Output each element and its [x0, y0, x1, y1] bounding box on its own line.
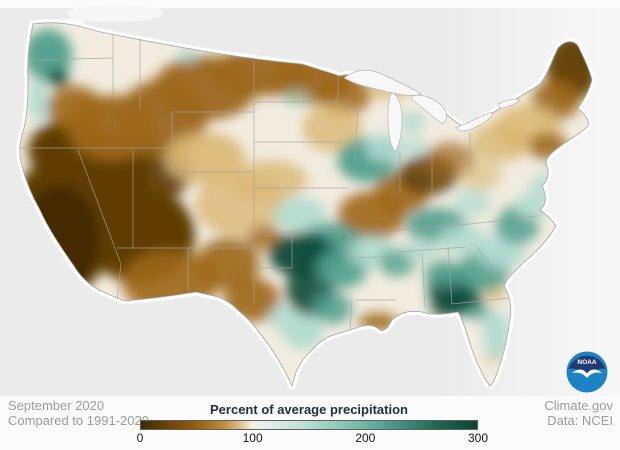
anomaly-blob	[424, 260, 464, 288]
anomaly-blob	[47, 69, 69, 87]
legend-ticks: 0 100 200 300	[136, 431, 488, 446]
state-borders	[20, 34, 539, 331]
anomaly-blob	[165, 132, 245, 184]
anomaly-blob	[402, 238, 438, 262]
anomaly-blob	[269, 304, 297, 332]
anomaly-blob	[28, 78, 48, 122]
great-lakes	[343, 69, 521, 153]
credit-line1: Climate.gov	[544, 398, 613, 413]
anomaly-blob	[437, 225, 487, 255]
anomaly-blob	[312, 292, 352, 324]
anomaly-blob	[483, 311, 511, 359]
legend-title: Percent of average precipitation	[210, 402, 408, 417]
legend-tick: 200	[355, 431, 376, 445]
lake-superior	[343, 69, 423, 96]
noaa-logo-shell	[568, 355, 606, 377]
anomaly-blob	[47, 86, 103, 130]
us-precipitation-map: NOAA	[0, 8, 620, 396]
anomaly-blob	[302, 104, 362, 152]
precipitation-anomaly-layer	[19, 29, 593, 365]
seagull-icon	[572, 369, 602, 378]
anomaly-blob	[470, 122, 530, 162]
anomaly-blob	[232, 160, 308, 200]
lake-erie	[455, 111, 493, 132]
period-line2: Compared to 1991-2020	[8, 413, 149, 428]
noaa-logo-text: NOAA	[577, 359, 596, 366]
lake-ontario	[497, 98, 521, 109]
anomaly-blob	[405, 137, 427, 155]
credit-caption: Climate.gov Data: NCEI	[544, 398, 613, 428]
anomaly-blob	[398, 111, 426, 133]
lake-michigan	[387, 91, 403, 153]
period-line1: September 2020	[8, 398, 105, 413]
anomaly-blob	[196, 238, 260, 290]
anomaly-blob	[452, 189, 492, 217]
anomaly-blob	[514, 193, 550, 219]
lake-huron	[411, 94, 447, 125]
legend-tick: 0	[136, 431, 144, 445]
credit-line2: Data: NCEI	[547, 413, 613, 428]
anomaly-blob	[178, 48, 198, 62]
anomaly-blob	[282, 89, 310, 107]
anomaly-blob	[458, 160, 502, 190]
anomaly-blob	[24, 29, 72, 81]
legend-colorbar	[140, 420, 478, 430]
legend-tick: 100	[242, 431, 263, 445]
noaa-logo: NOAA	[566, 351, 608, 393]
legend-tick: 300	[467, 431, 489, 445]
period-caption: September 2020 Compared to 1991-2020	[8, 398, 149, 428]
anomaly-blob	[465, 303, 491, 321]
anomaly-blob	[274, 197, 326, 233]
